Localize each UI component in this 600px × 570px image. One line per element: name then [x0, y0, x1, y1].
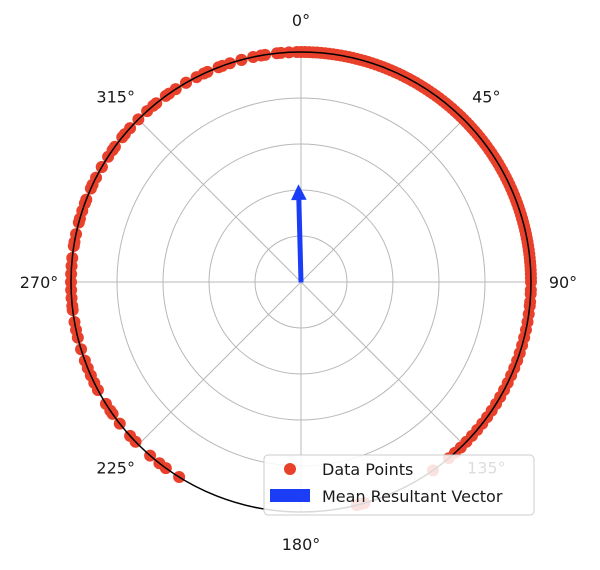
- angular-gridline-1: [300, 119, 464, 283]
- legend: Data Points Mean Resultant Vector: [263, 454, 535, 516]
- angular-gridline-3: [300, 281, 464, 445]
- legend-marker-data-points: [284, 463, 296, 475]
- legend-label-mean-resultant-vector: Mean Resultant Vector: [322, 487, 503, 506]
- legend-label-data-points: Data Points: [322, 460, 413, 479]
- angle-tick-label-5: 225°: [96, 458, 135, 477]
- angle-tick-label-1: 45°: [472, 88, 500, 107]
- angle-tick-label-7: 315°: [96, 88, 135, 107]
- angle-tick-label-6: 270°: [20, 273, 59, 292]
- angle-tick-label-0: 0°: [292, 11, 310, 30]
- angular-gridline-7: [138, 119, 302, 283]
- mean-resultant-vector: [291, 184, 307, 283]
- angular-gridline-5: [138, 281, 302, 445]
- mean-resultant-arrow: [291, 184, 307, 283]
- legend-marker-mean-resultant-vector: [270, 489, 310, 502]
- legend-box: [263, 454, 535, 516]
- angle-tick-label-2: 90°: [549, 273, 577, 292]
- angle-tick-label-4: 180°: [282, 535, 321, 554]
